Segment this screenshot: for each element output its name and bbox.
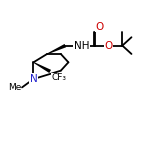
Polygon shape	[33, 62, 51, 73]
Polygon shape	[47, 44, 66, 54]
Text: NH: NH	[74, 41, 89, 51]
Text: Me: Me	[8, 83, 21, 92]
Text: N: N	[30, 74, 37, 84]
Text: CF₃: CF₃	[52, 73, 67, 82]
Text: O: O	[105, 41, 113, 51]
Text: O: O	[96, 22, 104, 32]
